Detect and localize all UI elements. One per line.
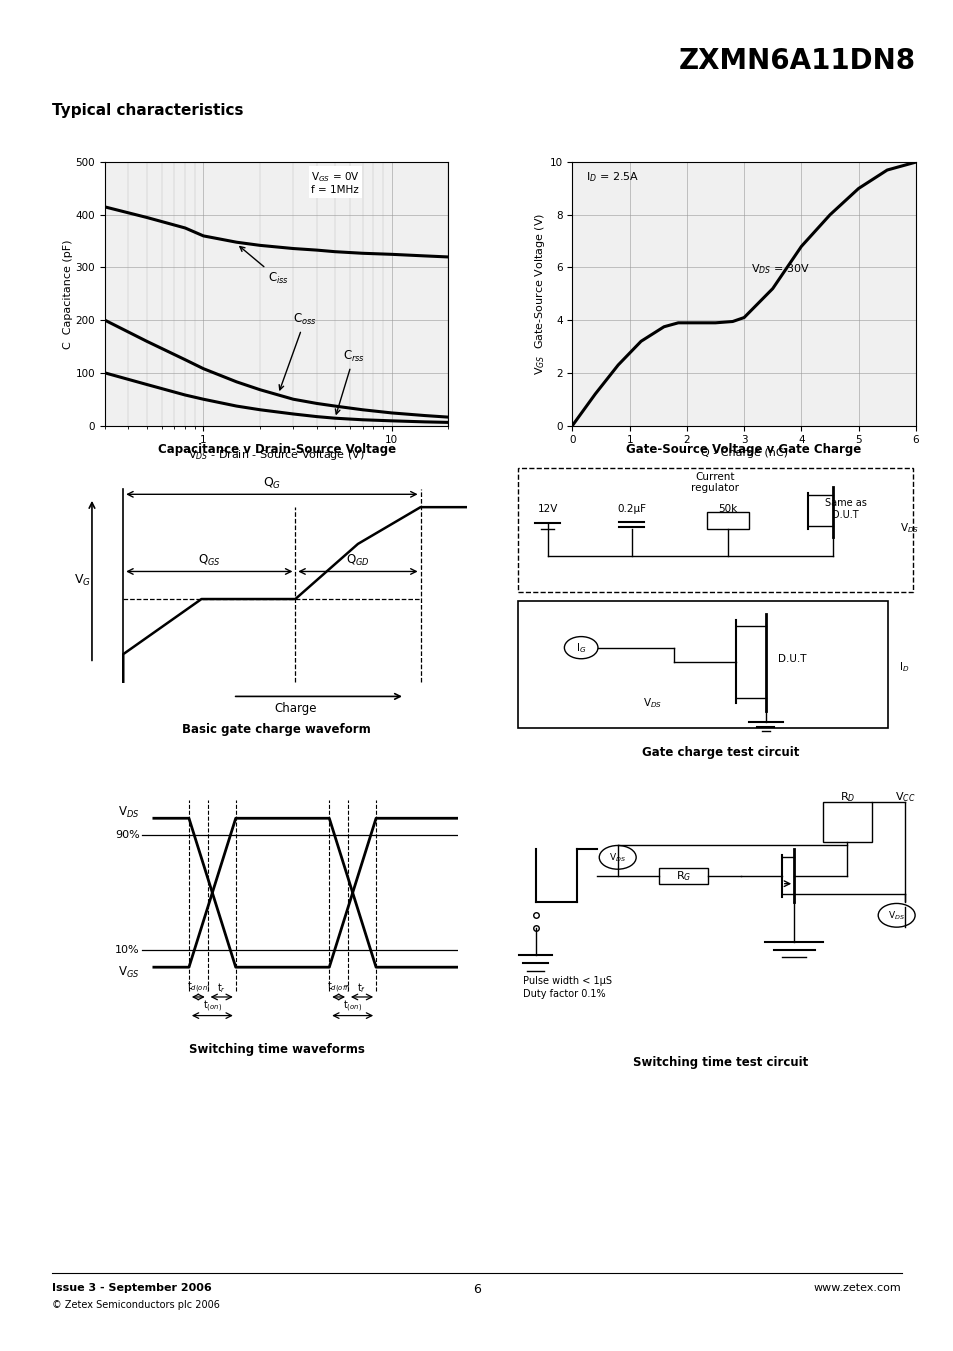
- Text: V$_{GS}$: V$_{GS}$: [118, 965, 140, 981]
- Text: C$_{oss}$: C$_{oss}$: [279, 312, 316, 390]
- Text: C$_{rss}$: C$_{rss}$: [335, 349, 365, 413]
- Text: Charge: Charge: [274, 703, 316, 715]
- Text: V$_{DS}$: V$_{DS}$: [899, 521, 918, 535]
- Text: Gate-Source Voltage v Gate Charge: Gate-Source Voltage v Gate Charge: [626, 443, 861, 457]
- Text: t$_{d(on)}$: t$_{d(on)}$: [187, 979, 210, 996]
- Text: Pulse width < 1μS: Pulse width < 1μS: [523, 977, 612, 986]
- Text: Q$_G$: Q$_G$: [262, 476, 281, 490]
- Text: t$_f$: t$_f$: [357, 981, 366, 996]
- Y-axis label: V$_{GS}$  Gate-Source Voltage (V): V$_{GS}$ Gate-Source Voltage (V): [532, 212, 546, 376]
- Text: Q$_{GD}$: Q$_{GD}$: [346, 553, 370, 567]
- Text: C$_{iss}$: C$_{iss}$: [239, 247, 289, 286]
- Text: R$_G$: R$_G$: [675, 869, 690, 882]
- Text: Same as
D.U.T: Same as D.U.T: [823, 499, 865, 520]
- Bar: [821, 802, 871, 842]
- Text: Basic gate charge waveform: Basic gate charge waveform: [182, 723, 371, 736]
- Text: © Zetex Semiconductors plc 2006: © Zetex Semiconductors plc 2006: [52, 1300, 220, 1309]
- Text: Duty factor 0.1%: Duty factor 0.1%: [523, 989, 605, 1000]
- Text: V$_{DS}$: V$_{DS}$: [609, 851, 625, 863]
- Text: ZXMN6A11DN8: ZXMN6A11DN8: [678, 47, 915, 74]
- Text: Capacitance v Drain-Source Voltage: Capacitance v Drain-Source Voltage: [157, 443, 395, 457]
- Text: Switching time waveforms: Switching time waveforms: [189, 1043, 364, 1056]
- Bar: [706, 512, 748, 528]
- Bar: [517, 601, 886, 728]
- Text: Q$_{GS}$: Q$_{GS}$: [197, 553, 220, 567]
- Text: t$_{d(off)}$: t$_{d(off)}$: [326, 979, 351, 996]
- Text: V$_{CC}$: V$_{CC}$: [894, 790, 914, 804]
- Text: www.zetex.com: www.zetex.com: [813, 1283, 901, 1293]
- Text: 50k: 50k: [718, 504, 737, 515]
- Text: I$_D$ = 2.5A: I$_D$ = 2.5A: [585, 170, 639, 184]
- X-axis label: Q - Charge (nC): Q - Charge (nC): [700, 449, 787, 458]
- Text: Gate charge test circuit: Gate charge test circuit: [641, 746, 798, 759]
- Bar: [658, 867, 707, 884]
- Text: R$_D$: R$_D$: [839, 790, 854, 804]
- Text: V$_{DS}$ = 30V: V$_{DS}$ = 30V: [750, 262, 809, 276]
- Text: t$_{(on)}$: t$_{(on)}$: [343, 998, 362, 1013]
- X-axis label: V$_{DS}$ - Drain - Source Voltage (V): V$_{DS}$ - Drain - Source Voltage (V): [188, 449, 365, 462]
- Text: Issue 3 - September 2006: Issue 3 - September 2006: [52, 1283, 212, 1293]
- Text: 90%: 90%: [115, 830, 140, 840]
- Text: I$_G$: I$_G$: [576, 640, 586, 655]
- Bar: [517, 467, 912, 592]
- Text: 12V: 12V: [537, 504, 558, 515]
- Text: Typical characteristics: Typical characteristics: [52, 103, 244, 119]
- Text: 6: 6: [473, 1283, 480, 1297]
- Text: t$_r$: t$_r$: [217, 981, 226, 996]
- Text: D.U.T: D.U.T: [778, 654, 806, 663]
- Text: Current
regulator: Current regulator: [691, 471, 739, 493]
- Text: t$_{(on)}$: t$_{(on)}$: [203, 998, 222, 1013]
- Text: 0.2μF: 0.2μF: [617, 504, 645, 515]
- Text: Switching time test circuit: Switching time test circuit: [632, 1056, 807, 1070]
- Text: V$_{DS}$: V$_{DS}$: [118, 805, 140, 820]
- Text: I$_D$: I$_D$: [899, 661, 908, 674]
- Text: 10%: 10%: [115, 946, 140, 955]
- Y-axis label: C  Capacitance (pF): C Capacitance (pF): [63, 239, 72, 349]
- Text: V$_G$: V$_G$: [74, 573, 91, 588]
- Text: V$_{DS}$: V$_{DS}$: [642, 696, 661, 711]
- Text: V$_{GS}$ = 0V
f = 1MHz: V$_{GS}$ = 0V f = 1MHz: [311, 170, 359, 196]
- Text: V$_{DS}$: V$_{DS}$: [887, 909, 904, 921]
